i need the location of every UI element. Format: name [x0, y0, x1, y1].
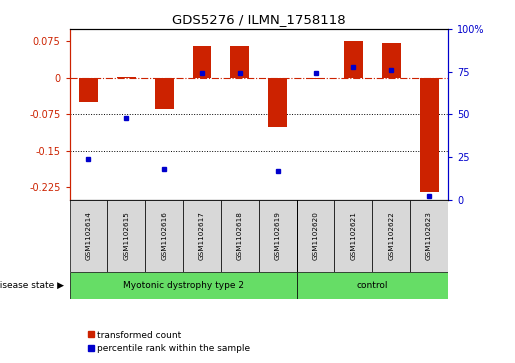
Text: GSM1102619: GSM1102619 [274, 212, 281, 260]
Bar [117, 77, 136, 78]
Bar [70, 200, 107, 272]
Text: GSM1102614: GSM1102614 [85, 212, 92, 260]
Bar [372, 200, 410, 272]
Bar [107, 200, 145, 272]
Legend: transformed count, percentile rank within the sample: transformed count, percentile rank withi… [84, 327, 254, 357]
Title: GDS5276 / ILMN_1758118: GDS5276 / ILMN_1758118 [172, 13, 346, 26]
Bar [420, 78, 439, 192]
Bar [230, 46, 249, 78]
Bar [154, 78, 174, 110]
Bar [259, 200, 297, 272]
Text: control: control [356, 281, 388, 290]
Bar [297, 200, 335, 272]
Text: GSM1102616: GSM1102616 [161, 212, 167, 260]
Bar [382, 43, 401, 78]
Text: GSM1102617: GSM1102617 [199, 212, 205, 260]
Text: Myotonic dystrophy type 2: Myotonic dystrophy type 2 [123, 281, 244, 290]
Bar [344, 41, 363, 78]
Text: GSM1102622: GSM1102622 [388, 212, 394, 260]
Bar [145, 200, 183, 272]
Bar [335, 200, 372, 272]
Text: GSM1102623: GSM1102623 [426, 212, 432, 260]
Bar [79, 78, 98, 102]
Text: GSM1102621: GSM1102621 [350, 212, 356, 260]
Bar [306, 78, 325, 79]
Text: GSM1102615: GSM1102615 [123, 212, 129, 260]
Bar [410, 200, 448, 272]
Bar [221, 200, 259, 272]
Text: GSM1102618: GSM1102618 [237, 212, 243, 260]
Bar [183, 200, 221, 272]
Bar [297, 272, 448, 299]
Text: disease state ▶: disease state ▶ [0, 281, 64, 290]
Bar [70, 272, 297, 299]
Bar [193, 46, 212, 78]
Bar [268, 78, 287, 127]
Text: GSM1102620: GSM1102620 [313, 212, 319, 260]
